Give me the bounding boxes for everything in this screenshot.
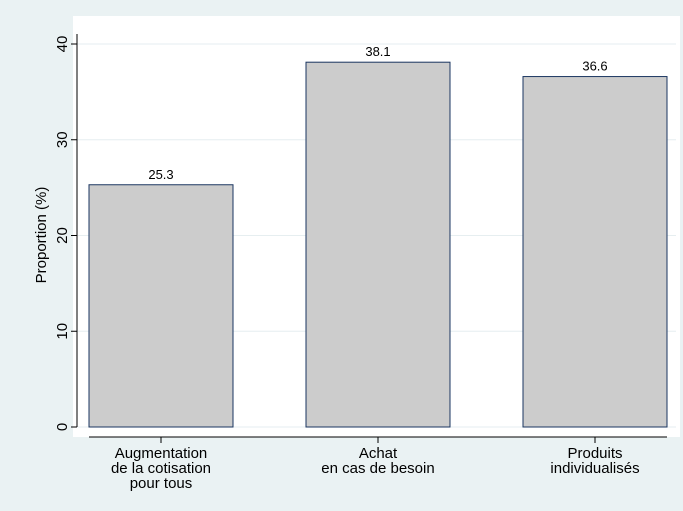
bar [522,76,668,428]
x-tick-label: Produits [567,445,622,462]
x-tick-label: Achat [359,445,398,462]
y-axis-label: Proportion (%) [33,187,50,284]
bar-value-label: 36.6 [582,59,607,74]
x-tick-label: de la cotisation [111,460,211,477]
y-tick-label: 10 [54,323,71,340]
y-tick-label: 40 [54,36,71,53]
bars: 25.3 38.1 36.6 [88,44,668,428]
x-tick-label: pour tous [130,475,193,492]
y-tick-label: 20 [54,227,71,244]
bar [305,61,451,428]
x-tick-label: individualisés [550,460,639,477]
bar-value-label: 38.1 [365,44,390,59]
bar-value-label: 25.3 [148,167,173,182]
x-tick-label: Augmentation [115,445,208,462]
y-tick-label: 0 [54,423,71,431]
y-tick-label: 30 [54,131,71,148]
x-tick-label: en cas de besoin [321,460,434,477]
bar [88,184,234,428]
